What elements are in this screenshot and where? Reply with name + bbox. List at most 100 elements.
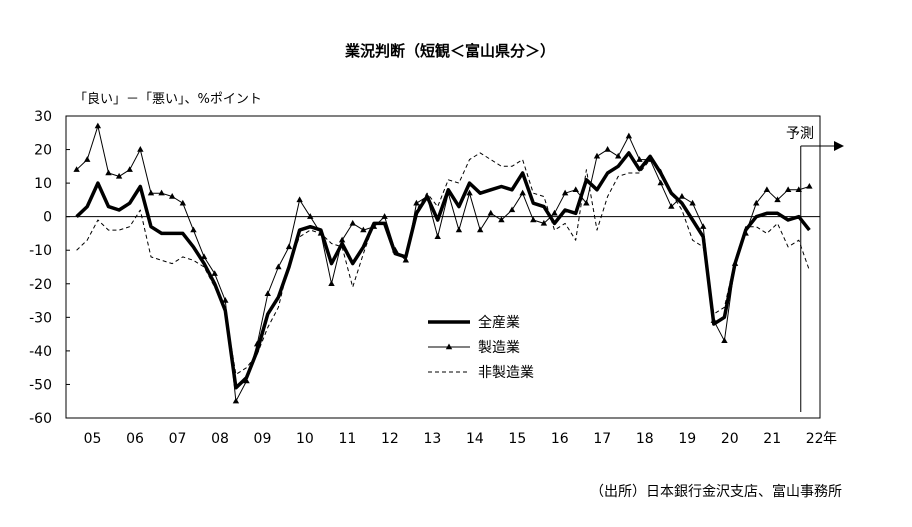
series-line-1 xyxy=(76,125,810,402)
x-tick-label: 07 xyxy=(169,431,187,447)
manufacturing-point xyxy=(179,199,187,206)
manufacturing-point xyxy=(519,189,526,196)
x-tick-label: 19 xyxy=(678,431,696,447)
manufacturing-point xyxy=(222,297,229,303)
manufacturing-point xyxy=(508,206,516,213)
manufacturing-point xyxy=(200,253,208,260)
forecast-marker: 予測 xyxy=(786,126,844,412)
manufacturing-point xyxy=(381,213,388,219)
y-tick-label: -10 xyxy=(29,243,52,259)
manufacturing-point xyxy=(561,189,569,196)
x-axis-label: 年 xyxy=(823,431,837,447)
manufacturing-point xyxy=(275,263,282,270)
source-note: （出所）日本銀行金沢支店、富山事務所 xyxy=(590,483,842,500)
manufacturing-point xyxy=(540,219,548,226)
manufacturing-point xyxy=(73,166,80,172)
chart-title: 業況判断（短観＜富山県分＞） xyxy=(344,42,555,60)
manufacturing-point xyxy=(232,397,240,404)
x-tick-label: 10 xyxy=(296,431,314,447)
manufacturing-point xyxy=(338,236,346,243)
x-tick-label: 09 xyxy=(254,431,272,447)
y-tick-label: -40 xyxy=(29,344,52,360)
legend: 全産業 製造業 非製造業 xyxy=(428,314,534,381)
manufacturing-point xyxy=(806,182,813,189)
manufacturing-point xyxy=(168,193,176,199)
manufacturing-point xyxy=(583,199,590,206)
manufacturing-point xyxy=(753,199,760,206)
manufacturing-point xyxy=(211,270,218,276)
manufacturing-point xyxy=(126,166,133,172)
legend-label-manufacturing: 製造業 xyxy=(478,340,520,356)
x-tick-label: 21 xyxy=(763,431,781,447)
manufacturing-point xyxy=(434,233,441,239)
manufacturing-point xyxy=(615,152,622,159)
manufacturing-point xyxy=(689,199,696,206)
y-tick-label: -50 xyxy=(29,377,52,393)
x-tick-label: 20 xyxy=(721,431,739,447)
x-tick-label: 06 xyxy=(126,431,144,447)
x-tick-label: 15 xyxy=(508,431,526,447)
manufacturing-point xyxy=(498,216,505,223)
manufacturing-point xyxy=(721,337,728,344)
manufacturing-point xyxy=(137,146,144,152)
manufacturing-point xyxy=(572,186,579,193)
series-line-2 xyxy=(76,152,810,375)
forecast-label: 予測 xyxy=(786,126,814,142)
manufacturing-point xyxy=(774,196,781,203)
manufacturing-point xyxy=(190,226,197,233)
x-tick-label: 05 xyxy=(84,431,102,447)
manufacturing-point xyxy=(657,179,664,186)
y-tick-label: 10 xyxy=(34,176,52,192)
manufacturing-point xyxy=(530,216,537,223)
x-tick-label: 11 xyxy=(339,431,357,447)
manufacturing-point xyxy=(84,156,91,162)
manufacturing-point xyxy=(625,132,633,139)
x-tick-label: 13 xyxy=(423,431,441,447)
manufacturing-point xyxy=(784,186,792,193)
y-axis-label: 「良い」－「悪い」、%ポイント xyxy=(74,91,262,107)
legend-marker-triangle-icon xyxy=(445,343,453,350)
manufacturing-point xyxy=(476,226,484,233)
x-tick-label: 14 xyxy=(466,431,484,447)
manufacturing-point xyxy=(678,193,686,199)
manufacturing-point xyxy=(296,196,303,203)
manufacturing-point xyxy=(668,203,675,209)
manufacturing-point xyxy=(243,377,250,384)
manufacturing-point xyxy=(763,186,771,193)
manufacturing-point xyxy=(413,199,420,206)
manufacturing-point xyxy=(402,256,410,263)
y-tick-label: -30 xyxy=(29,310,52,326)
y-tick-label: -60 xyxy=(29,411,52,427)
manufacturing-point xyxy=(466,189,473,196)
legend-label-non-manufacturing: 非製造業 xyxy=(478,365,534,381)
x-tick-label: 16 xyxy=(551,431,569,447)
series-line-0 xyxy=(75,151,811,390)
y-tick-label: -20 xyxy=(29,277,52,293)
x-tick-label: 12 xyxy=(381,431,399,447)
manufacturing-point xyxy=(147,189,155,196)
x-tick-label: 18 xyxy=(636,431,654,447)
manufacturing-point xyxy=(360,226,367,233)
legend-label-all-industries: 全産業 xyxy=(478,314,520,331)
y-tick-label: 0 xyxy=(43,210,52,226)
manufacturing-point xyxy=(636,156,643,162)
manufacturing-point xyxy=(285,243,293,250)
manufacturing-point xyxy=(604,146,611,152)
series-layer xyxy=(73,122,813,404)
y-tick-label: 20 xyxy=(34,143,52,159)
manufacturing-point xyxy=(551,209,558,216)
manufacturing-point xyxy=(455,226,463,233)
manufacturing-point xyxy=(105,169,112,176)
x-tick-label: 08 xyxy=(211,431,229,447)
manufacturing-point xyxy=(94,122,102,129)
manufacturing-point xyxy=(593,152,601,159)
manufacturing-point xyxy=(264,290,271,297)
manufacturing-point xyxy=(487,209,494,216)
x-tick-label: 17 xyxy=(593,431,611,447)
manufacturing-point xyxy=(115,172,123,179)
x-tick-labels: 05 06 07 08 09 10 11 12 13 14 15 16 17 18 19 20 21 22 xyxy=(84,431,824,447)
manufacturing-point xyxy=(699,223,707,229)
manufacturing-point xyxy=(328,280,335,286)
manufacturing-point xyxy=(158,189,165,196)
